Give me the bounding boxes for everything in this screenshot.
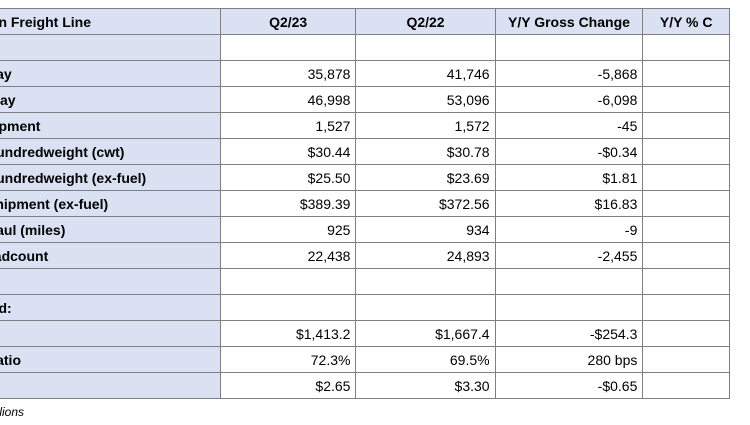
table-cell: -2,455: [494, 242, 644, 269]
table-cell: [642, 164, 730, 191]
row-label: ted:: [0, 294, 221, 321]
table-cell: 35,878: [219, 60, 357, 87]
table-cell: 24,893: [355, 242, 496, 269]
table-row: [0, 34, 730, 61]
table-cell: [219, 268, 357, 295]
table-cell: [642, 346, 730, 373]
table-row: Ratio72.3%69.5%280 bps: [0, 346, 730, 373]
table-cell: [355, 34, 496, 61]
freight-line-table: ion Freight Line Q2/23 Q2/22 Y/Y Gross C…: [0, 8, 730, 399]
table-row: $1,413.2 $1,667.4 -$254.3: [0, 320, 730, 347]
table-cell: 925: [219, 216, 357, 243]
table-row: [0, 268, 730, 295]
row-label: [0, 34, 221, 61]
table-cell: [642, 242, 730, 269]
table-cell: 934: [355, 216, 496, 243]
row-label: /Day: [0, 86, 221, 113]
table-cell: 53,096: [355, 86, 496, 113]
table-cell: $389.39: [219, 190, 357, 217]
table-cell: $30.44: [219, 138, 357, 165]
table-row: Hundredweight (cwt)$30.44$30.78-$0.34: [0, 138, 730, 165]
table-row: Shipment (ex-fuel)$389.39$372.56$16.83: [0, 190, 730, 217]
table-body: Day35,87841,746-5,868/Day46,99853,096-6,…: [0, 34, 730, 399]
header-q2-23: Q2/23: [219, 8, 357, 35]
table-cell: 69.5%: [355, 346, 496, 373]
row-label: Hundredweight (ex-fuel): [0, 164, 221, 191]
table-cell: [355, 294, 496, 321]
table-cell: -45: [494, 112, 644, 139]
table-cell: [494, 268, 644, 295]
table-cell: 280 bps: [494, 346, 644, 373]
table-cell: $25.50: [219, 164, 357, 191]
table-cell: [494, 34, 644, 61]
row-label: Haul (miles): [0, 216, 221, 243]
table-cell: $1,413.2: [219, 320, 357, 347]
row-label: eadcount: [0, 242, 221, 269]
table-cell: [642, 138, 730, 165]
table-cell: $1.81: [494, 164, 644, 191]
table-row: Hundredweight (ex-fuel) $25.50 $23.69 $1.81: [0, 164, 730, 191]
table-cell: [219, 294, 357, 321]
table-cell: -$0.65: [494, 372, 644, 399]
row-label: [0, 372, 221, 399]
footnote: illions: [0, 405, 25, 419]
table-cell: 22,438: [219, 242, 357, 269]
table-cell: -$254.3: [494, 320, 644, 347]
table-cell: [642, 34, 730, 61]
table-cell: -$0.34: [494, 138, 644, 165]
table-cell: $3.30: [355, 372, 496, 399]
table-cell: $16.83: [494, 190, 644, 217]
row-label: Shipment (ex-fuel): [0, 190, 221, 217]
table-cell: $30.78: [355, 138, 496, 165]
table-cell: [642, 294, 730, 321]
table-cell: [642, 372, 730, 399]
table-cell: $23.69: [355, 164, 496, 191]
table-cell: 1,527: [219, 112, 357, 139]
table-cell: [642, 320, 730, 347]
row-label: [0, 320, 221, 347]
header-q2-22: Q2/22: [355, 8, 496, 35]
table-cell: 1,572: [355, 112, 496, 139]
table-cell: -9: [494, 216, 644, 243]
header-pct-change: Y/Y % C: [642, 8, 730, 35]
table-cell: [642, 60, 730, 87]
table-row: $2.65 $3.30 -$0.65: [0, 372, 730, 399]
table-cell: [642, 190, 730, 217]
table-cell: 46,998: [219, 86, 357, 113]
table-cell: $1,667.4: [355, 320, 496, 347]
row-label: Day: [0, 60, 221, 87]
header-metric: ion Freight Line: [0, 8, 221, 35]
table-cell: 41,746: [355, 60, 496, 87]
table-cell: [642, 86, 730, 113]
table-row: ted:: [0, 294, 730, 321]
row-label: [0, 268, 221, 295]
table-cell: -5,868: [494, 60, 644, 87]
table-cell: [219, 34, 357, 61]
row-label: hipment: [0, 112, 221, 139]
table-cell: [494, 294, 644, 321]
table-cell: [642, 112, 730, 139]
table-cell: [642, 268, 730, 295]
row-label: Ratio: [0, 346, 221, 373]
header-row: ion Freight Line Q2/23 Q2/22 Y/Y Gross C…: [0, 8, 730, 35]
table-cell: $372.56: [355, 190, 496, 217]
table-cell: $2.65: [219, 372, 357, 399]
table-cell: [355, 268, 496, 295]
row-label: Hundredweight (cwt): [0, 138, 221, 165]
table-cell: [642, 216, 730, 243]
table-cell: 72.3%: [219, 346, 357, 373]
table-cell: -6,098: [494, 86, 644, 113]
header-gross-change: Y/Y Gross Change: [494, 8, 644, 35]
